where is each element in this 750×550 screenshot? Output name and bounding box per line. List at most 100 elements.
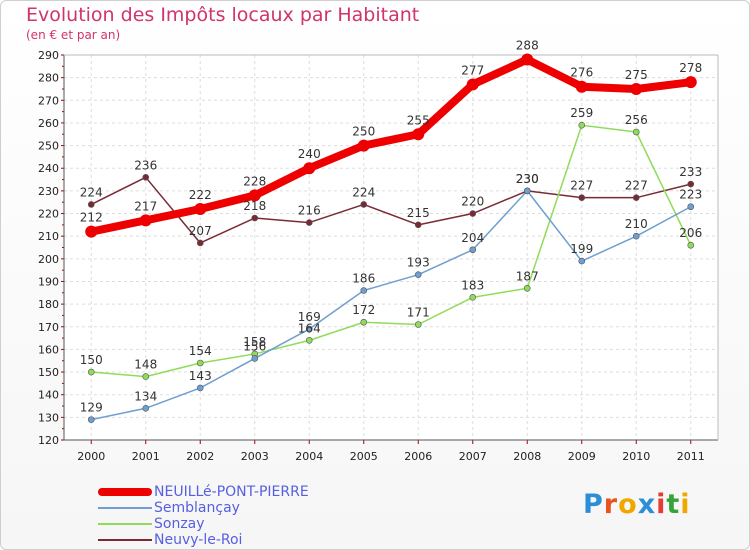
data-label: 171 bbox=[407, 306, 430, 320]
data-label: 183 bbox=[461, 278, 484, 292]
x-tick-label: 2010 bbox=[622, 450, 650, 463]
data-label: 228 bbox=[243, 174, 266, 188]
x-tick-label: 2000 bbox=[77, 450, 105, 463]
data-label: 154 bbox=[189, 344, 212, 358]
data-label: 288 bbox=[516, 39, 539, 53]
x-tick-label: 2002 bbox=[186, 450, 214, 463]
data-label: 207 bbox=[189, 224, 212, 238]
series-line bbox=[90, 176, 692, 244]
chart-title: Evolution des Impôts locaux par Habitant bbox=[26, 4, 420, 26]
data-labels: 224 236 207 218 216 224 215 220 230 227 227 233 150 1… bbox=[80, 39, 702, 415]
data-label: 172 bbox=[352, 303, 375, 317]
y-tick-label: 130 bbox=[38, 411, 59, 424]
data-label: 222 bbox=[189, 188, 212, 202]
data-point bbox=[87, 368, 95, 376]
data-label: 199 bbox=[570, 242, 593, 256]
y-tick-label: 290 bbox=[38, 49, 59, 62]
data-label: 187 bbox=[516, 269, 539, 283]
data-label: 186 bbox=[352, 272, 375, 286]
data-point bbox=[412, 128, 425, 141]
data-point bbox=[357, 139, 370, 152]
data-point bbox=[142, 173, 150, 181]
data-point bbox=[578, 257, 586, 265]
data-point bbox=[305, 325, 313, 333]
x-tick-label: 2001 bbox=[132, 450, 160, 463]
data-point bbox=[85, 225, 98, 238]
y-tick-label: 210 bbox=[38, 230, 59, 243]
x-tick-label: 2008 bbox=[513, 450, 541, 463]
logo-letter: o bbox=[618, 489, 638, 520]
legend-item-sonzay: Sonzay bbox=[98, 516, 358, 532]
chart-subtitle: (en € et par an) bbox=[26, 28, 121, 42]
data-point bbox=[142, 373, 150, 380]
data-label: 223 bbox=[679, 188, 702, 202]
data-point bbox=[632, 194, 640, 201]
data-point bbox=[139, 214, 152, 227]
data-label: 275 bbox=[625, 68, 648, 82]
y-tick-label: 250 bbox=[38, 140, 59, 153]
logo-letter: i bbox=[656, 489, 667, 520]
data-point bbox=[87, 416, 95, 423]
data-point bbox=[360, 287, 368, 294]
legend-swatch bbox=[98, 523, 152, 525]
y-tick-label: 270 bbox=[38, 94, 59, 107]
plot-area bbox=[64, 55, 718, 440]
data-label: 204 bbox=[461, 231, 484, 245]
data-label: 134 bbox=[134, 389, 157, 403]
data-point bbox=[469, 294, 477, 301]
x-tick-label: 2005 bbox=[350, 450, 378, 463]
data-label: 129 bbox=[80, 401, 103, 415]
data-label: 220 bbox=[461, 195, 484, 209]
logo-letter: P bbox=[583, 489, 604, 520]
data-label: 259 bbox=[570, 106, 593, 120]
data-label: 224 bbox=[352, 185, 375, 199]
data-point bbox=[523, 284, 531, 292]
data-points bbox=[85, 53, 697, 423]
data-label: 143 bbox=[189, 369, 212, 383]
data-point bbox=[578, 194, 586, 201]
data-label: 217 bbox=[134, 199, 157, 213]
data-point bbox=[360, 201, 368, 208]
legend-label: NEUILLé-PONT-PIERRE bbox=[154, 484, 309, 500]
data-label: 255 bbox=[407, 113, 430, 127]
line-chart: 1201301401501601701801902002102202302402… bbox=[38, 39, 719, 463]
legend-label: Semblançay bbox=[154, 500, 240, 516]
data-label: 218 bbox=[243, 199, 266, 213]
data-point bbox=[469, 246, 477, 254]
data-point bbox=[466, 78, 479, 91]
logo-letter: x bbox=[637, 489, 657, 520]
x-tick-label: 2009 bbox=[568, 450, 596, 463]
legend-item-semblancay: Semblançay bbox=[98, 500, 358, 516]
y-tick-label: 160 bbox=[38, 343, 59, 356]
data-point bbox=[632, 232, 640, 240]
data-label: 169 bbox=[298, 310, 321, 324]
data-label: 277 bbox=[461, 63, 484, 77]
data-point bbox=[194, 203, 207, 215]
data-point bbox=[469, 210, 477, 217]
data-label: 278 bbox=[679, 61, 702, 75]
data-label: 210 bbox=[625, 217, 648, 231]
legend-label: Neuvy-le-Roi bbox=[154, 532, 243, 548]
data-label: 227 bbox=[625, 179, 648, 193]
data-label: 236 bbox=[134, 158, 157, 172]
data-point bbox=[414, 221, 422, 229]
data-point bbox=[196, 359, 204, 367]
y-tick-label: 220 bbox=[38, 208, 59, 221]
x-tick-label: 2006 bbox=[404, 450, 432, 463]
y-tick-label: 200 bbox=[38, 253, 59, 266]
series-line bbox=[90, 190, 692, 421]
logo-letter: t bbox=[666, 489, 681, 520]
data-label: 206 bbox=[679, 226, 702, 240]
y-tick-label: 260 bbox=[38, 117, 59, 130]
data-point bbox=[687, 203, 695, 211]
data-label: 164 bbox=[298, 321, 321, 335]
x-tick-label: 2004 bbox=[295, 450, 323, 463]
data-label: 250 bbox=[352, 125, 375, 139]
data-point bbox=[687, 241, 695, 249]
data-point bbox=[575, 80, 588, 93]
data-label: 215 bbox=[407, 206, 430, 220]
legend: NEUILLé-PONT-PIERRE Semblançay Sonzay Ne… bbox=[98, 484, 358, 548]
data-point bbox=[684, 76, 697, 89]
data-point bbox=[87, 201, 95, 208]
y-tick-label: 170 bbox=[38, 321, 59, 334]
